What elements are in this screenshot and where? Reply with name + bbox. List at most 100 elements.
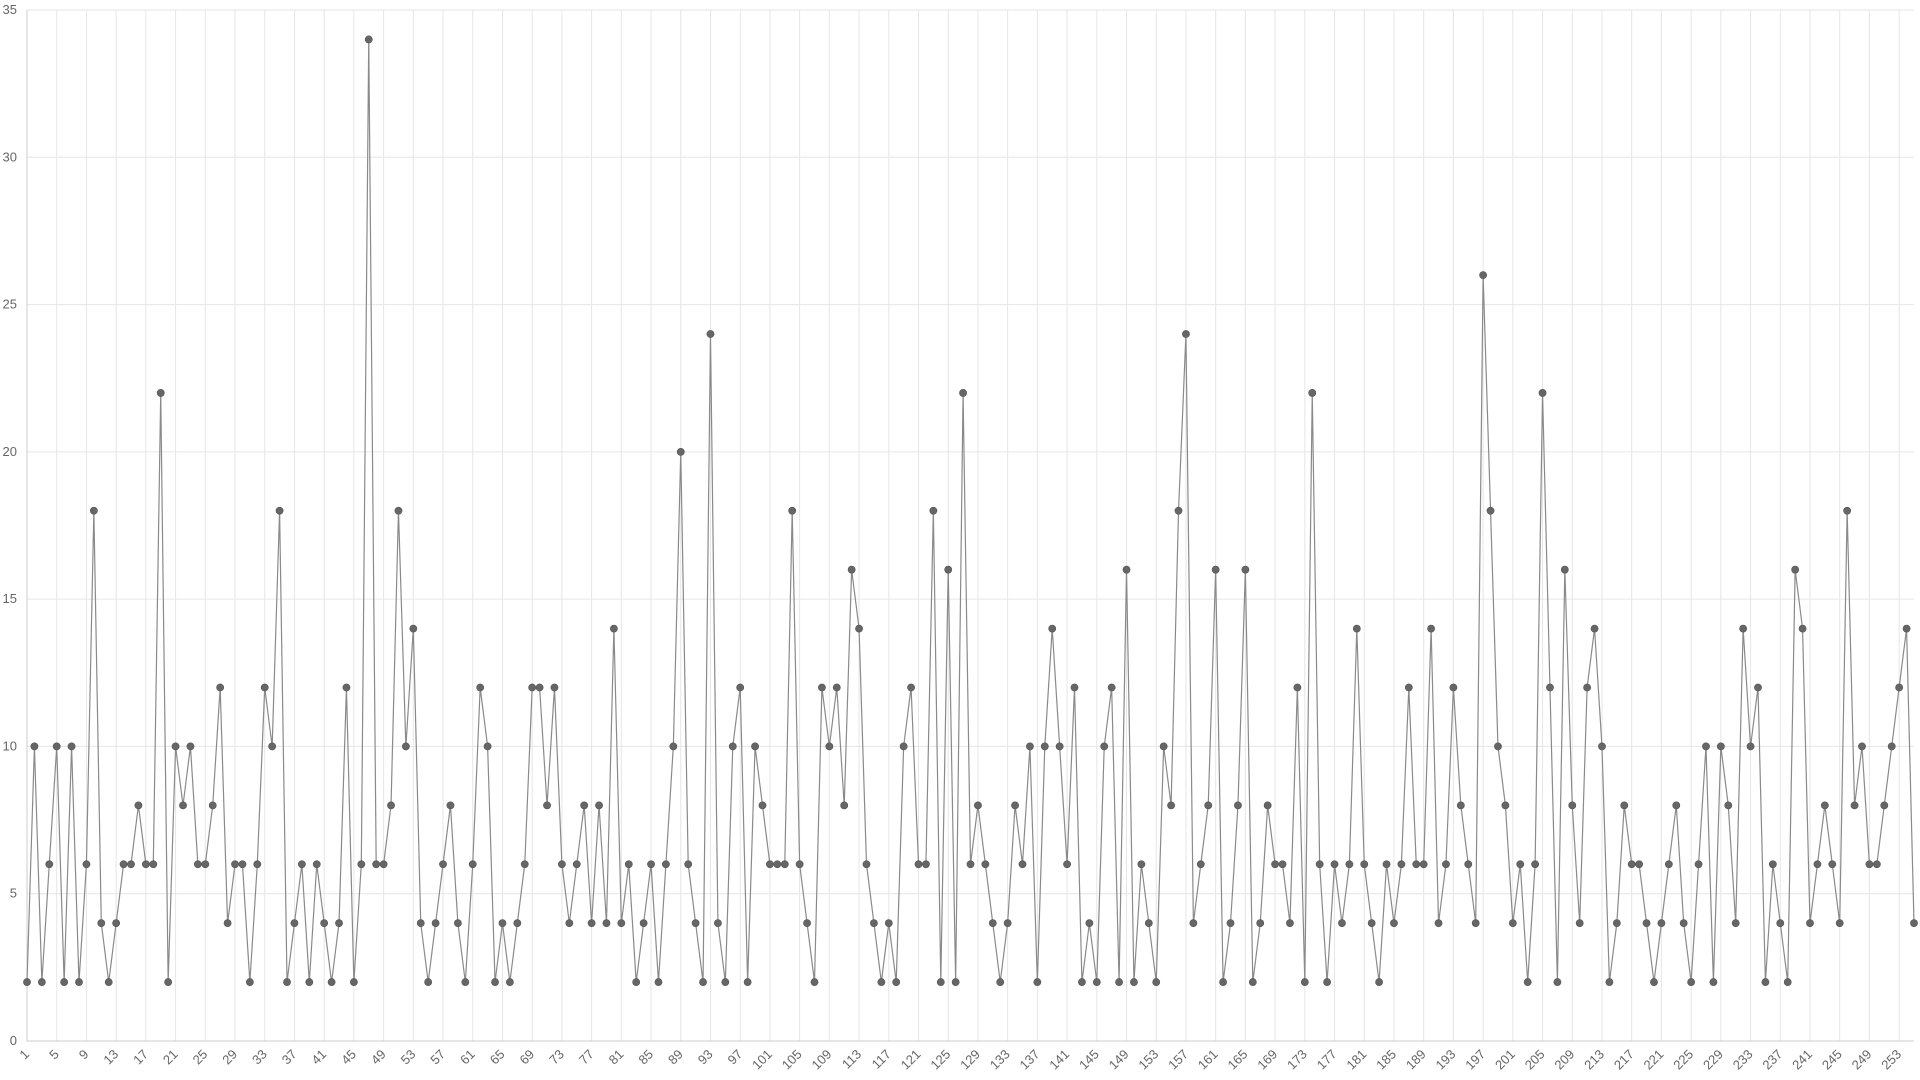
x-tick-label: 249 bbox=[1849, 1047, 1875, 1073]
data-point bbox=[1085, 919, 1094, 928]
data-point bbox=[401, 742, 410, 751]
x-tick-label: 9 bbox=[76, 1047, 92, 1063]
x-tick-label: 165 bbox=[1225, 1047, 1251, 1073]
data-point bbox=[1672, 801, 1681, 810]
x-tick-label: 221 bbox=[1641, 1047, 1667, 1073]
data-point bbox=[1226, 919, 1235, 928]
data-point bbox=[1872, 860, 1881, 869]
data-point bbox=[171, 742, 180, 751]
data-point bbox=[1338, 919, 1346, 928]
data-point bbox=[52, 742, 61, 751]
axes bbox=[26, 10, 1914, 1042]
data-point bbox=[127, 860, 135, 869]
data-point bbox=[520, 860, 529, 869]
x-tick-label: 101 bbox=[749, 1047, 775, 1073]
data-point bbox=[595, 801, 603, 810]
data-point bbox=[1835, 919, 1844, 928]
data-point bbox=[1404, 683, 1413, 692]
x-tick-label: 233 bbox=[1730, 1047, 1756, 1073]
data-point bbox=[1687, 978, 1696, 986]
data-point bbox=[1204, 801, 1213, 810]
data-point bbox=[1144, 919, 1153, 928]
x-tick-label: 213 bbox=[1581, 1047, 1607, 1073]
data-point bbox=[743, 978, 752, 986]
data-point bbox=[37, 978, 46, 986]
data-point bbox=[260, 683, 269, 692]
data-point bbox=[1286, 919, 1294, 928]
data-point bbox=[1390, 919, 1398, 928]
x-tick-label: 17 bbox=[130, 1047, 151, 1068]
x-tick-label: 129 bbox=[957, 1047, 983, 1073]
data-point bbox=[1471, 919, 1480, 928]
data-point bbox=[119, 860, 128, 869]
data-point bbox=[60, 978, 69, 986]
x-tick-label: 225 bbox=[1670, 1047, 1696, 1073]
data-point bbox=[1754, 683, 1762, 692]
data-point bbox=[1456, 801, 1465, 810]
data-point bbox=[1776, 919, 1785, 928]
data-point bbox=[1880, 801, 1889, 810]
data-point bbox=[1486, 506, 1495, 515]
x-tick-label: 61 bbox=[457, 1047, 478, 1068]
data-point bbox=[654, 978, 663, 986]
data-point bbox=[1761, 978, 1770, 986]
data-point bbox=[780, 860, 789, 869]
data-point bbox=[141, 860, 150, 869]
data-point bbox=[216, 683, 225, 692]
data-point bbox=[1055, 742, 1064, 751]
data-point bbox=[1798, 624, 1807, 633]
data-point bbox=[245, 978, 254, 986]
data-point bbox=[1323, 978, 1331, 986]
x-tick-label: 105 bbox=[779, 1047, 805, 1073]
x-tick-label: 217 bbox=[1611, 1047, 1637, 1073]
data-point bbox=[1791, 565, 1800, 574]
data-point bbox=[45, 860, 54, 869]
data-point bbox=[825, 742, 834, 751]
data-point bbox=[847, 565, 856, 574]
y-tick-label: 30 bbox=[3, 149, 17, 164]
data-point bbox=[208, 801, 217, 810]
data-point bbox=[550, 683, 559, 692]
data-point bbox=[1352, 624, 1361, 633]
data-point bbox=[899, 742, 908, 751]
x-tick-label: 245 bbox=[1819, 1047, 1845, 1073]
data-point bbox=[476, 683, 485, 692]
data-point bbox=[1234, 801, 1242, 810]
data-point bbox=[357, 860, 366, 869]
data-point bbox=[714, 919, 722, 928]
data-point bbox=[1590, 624, 1599, 633]
x-tick-label: 161 bbox=[1195, 1047, 1221, 1073]
data-point bbox=[82, 860, 91, 869]
data-point bbox=[721, 978, 730, 986]
grid bbox=[26, 9, 1914, 1042]
data-point bbox=[669, 742, 678, 751]
data-point bbox=[684, 860, 693, 869]
x-tick-label: 241 bbox=[1789, 1047, 1815, 1073]
data-point bbox=[1130, 978, 1138, 986]
data-point bbox=[1397, 860, 1406, 869]
x-tick-label: 237 bbox=[1759, 1047, 1785, 1073]
data-point bbox=[149, 860, 158, 869]
data-point bbox=[914, 860, 923, 869]
data-point bbox=[1820, 801, 1829, 810]
data-point bbox=[1538, 389, 1547, 397]
data-point bbox=[1650, 978, 1658, 986]
data-point bbox=[617, 919, 626, 928]
data-point bbox=[1033, 978, 1042, 986]
data-point bbox=[1293, 683, 1302, 692]
data-point bbox=[483, 742, 492, 751]
data-point bbox=[201, 860, 210, 869]
x-tick-label: 69 bbox=[516, 1047, 537, 1068]
data-point bbox=[275, 506, 284, 515]
data-point bbox=[1219, 978, 1227, 986]
x-tick-label: 57 bbox=[427, 1047, 448, 1068]
data-point bbox=[431, 919, 440, 928]
data-point bbox=[1605, 978, 1614, 986]
data-point bbox=[1702, 742, 1710, 751]
x-tick-label: 137 bbox=[1017, 1047, 1043, 1073]
data-point bbox=[439, 860, 447, 869]
data-point bbox=[832, 683, 841, 692]
data-point bbox=[1167, 801, 1175, 810]
x-tick-label: 193 bbox=[1433, 1047, 1459, 1073]
x-tick-label: 153 bbox=[1135, 1047, 1161, 1073]
